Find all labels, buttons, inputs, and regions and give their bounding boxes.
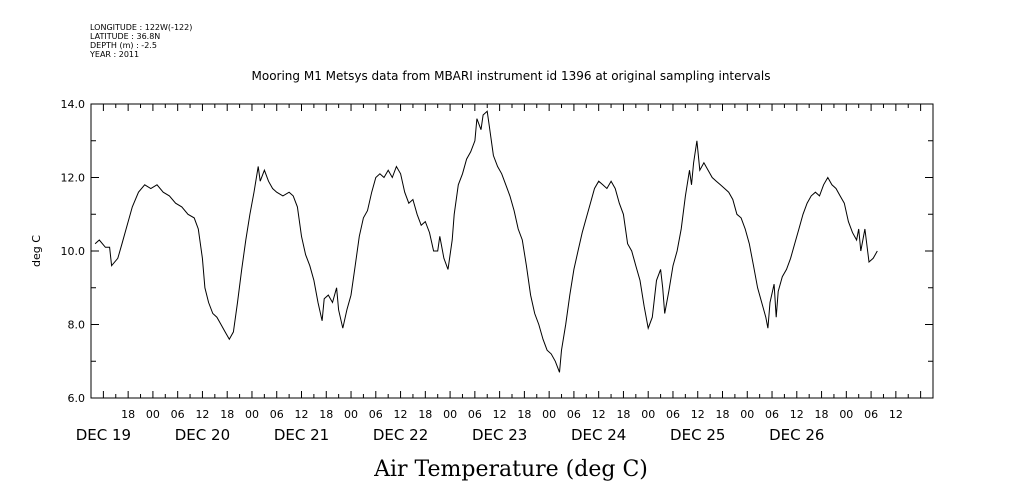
x-tick-label: 00 <box>245 408 259 421</box>
date-label: DEC 21 <box>274 426 329 444</box>
x-tick-label: 06 <box>666 408 680 421</box>
date-label: DEC 25 <box>670 426 725 444</box>
longitude-text: LONGITUDE : 122W(-122) <box>90 23 193 32</box>
x-tick-label: 18 <box>517 408 531 421</box>
date-label: DEC 23 <box>472 426 527 444</box>
x-tick-labels: 18 00 06 12 18 00 06 12 18 00 06 12 18 00 06 12 18 00 06 12… <box>121 408 903 421</box>
x-tick-label: 12 <box>790 408 804 421</box>
x-tick-label: 18 <box>121 408 135 421</box>
date-labels: DEC 19 DEC 20 DEC 21 DEC 22 DEC 23 DEC 24 DEC … <box>76 426 825 444</box>
x-tick-label: 06 <box>369 408 383 421</box>
x-tick-label: 12 <box>295 408 309 421</box>
date-label: DEC 22 <box>373 426 428 444</box>
x-tick-label: 12 <box>889 408 903 421</box>
x-tick-label: 00 <box>641 408 655 421</box>
air-temperature-line <box>94 110 878 373</box>
y-tick-label: 12.0 <box>61 172 86 185</box>
x-tick-label: 12 <box>493 408 507 421</box>
y-tick-label: 6.0 <box>68 392 86 405</box>
x-axis-label: Air Temperature (deg C) <box>373 457 648 482</box>
mooring-metadata: LONGITUDE : 122W(-122) LATITUDE : 36.8N … <box>90 23 192 59</box>
depth-text: DEPTH (m) : -2.5 <box>90 41 157 50</box>
plot-frame <box>90 103 934 399</box>
x-tick-label: 00 <box>839 408 853 421</box>
date-label: DEC 20 <box>175 426 230 444</box>
x-tick-label: 06 <box>567 408 581 421</box>
x-tick-label: 06 <box>468 408 482 421</box>
x-tick-label: 18 <box>220 408 234 421</box>
x-tick-label: 00 <box>146 408 160 421</box>
year-text: YEAR : 2011 <box>90 50 140 59</box>
date-label: DEC 24 <box>571 426 626 444</box>
x-tick-label: 00 <box>740 408 754 421</box>
chart-title: Mooring M1 Metsys data from MBARI instru… <box>252 69 771 83</box>
date-label: DEC 19 <box>76 426 131 444</box>
x-tick-label: 18 <box>616 408 630 421</box>
y-tick-labels: 6.0 8.0 10.0 12.0 14.0 <box>61 98 86 405</box>
x-tick-label: 12 <box>592 408 606 421</box>
y-axis-label: deg C <box>30 235 43 267</box>
x-tick-label: 12 <box>691 408 705 421</box>
x-tick-label: 06 <box>864 408 878 421</box>
x-tick-label: 00 <box>443 408 457 421</box>
x-tick-label: 00 <box>344 408 358 421</box>
x-tick-label: 06 <box>270 408 284 421</box>
x-tick-label: 18 <box>319 408 333 421</box>
y-tick-label: 10.0 <box>61 245 86 258</box>
x-tick-label: 12 <box>394 408 408 421</box>
x-tick-label: 06 <box>765 408 779 421</box>
latitude-text: LATITUDE : 36.8N <box>90 32 161 41</box>
y-tick-label: 14.0 <box>61 98 86 111</box>
date-label: DEC 26 <box>769 426 824 444</box>
x-tick-label: 18 <box>815 408 829 421</box>
x-tick-label: 12 <box>195 408 209 421</box>
x-tick-label: 18 <box>418 408 432 421</box>
x-tick-label: 18 <box>716 408 730 421</box>
axis-ticks <box>91 103 934 399</box>
x-tick-label: 00 <box>542 408 556 421</box>
x-tick-label: 06 <box>171 408 185 421</box>
y-tick-label: 8.0 <box>68 319 86 332</box>
